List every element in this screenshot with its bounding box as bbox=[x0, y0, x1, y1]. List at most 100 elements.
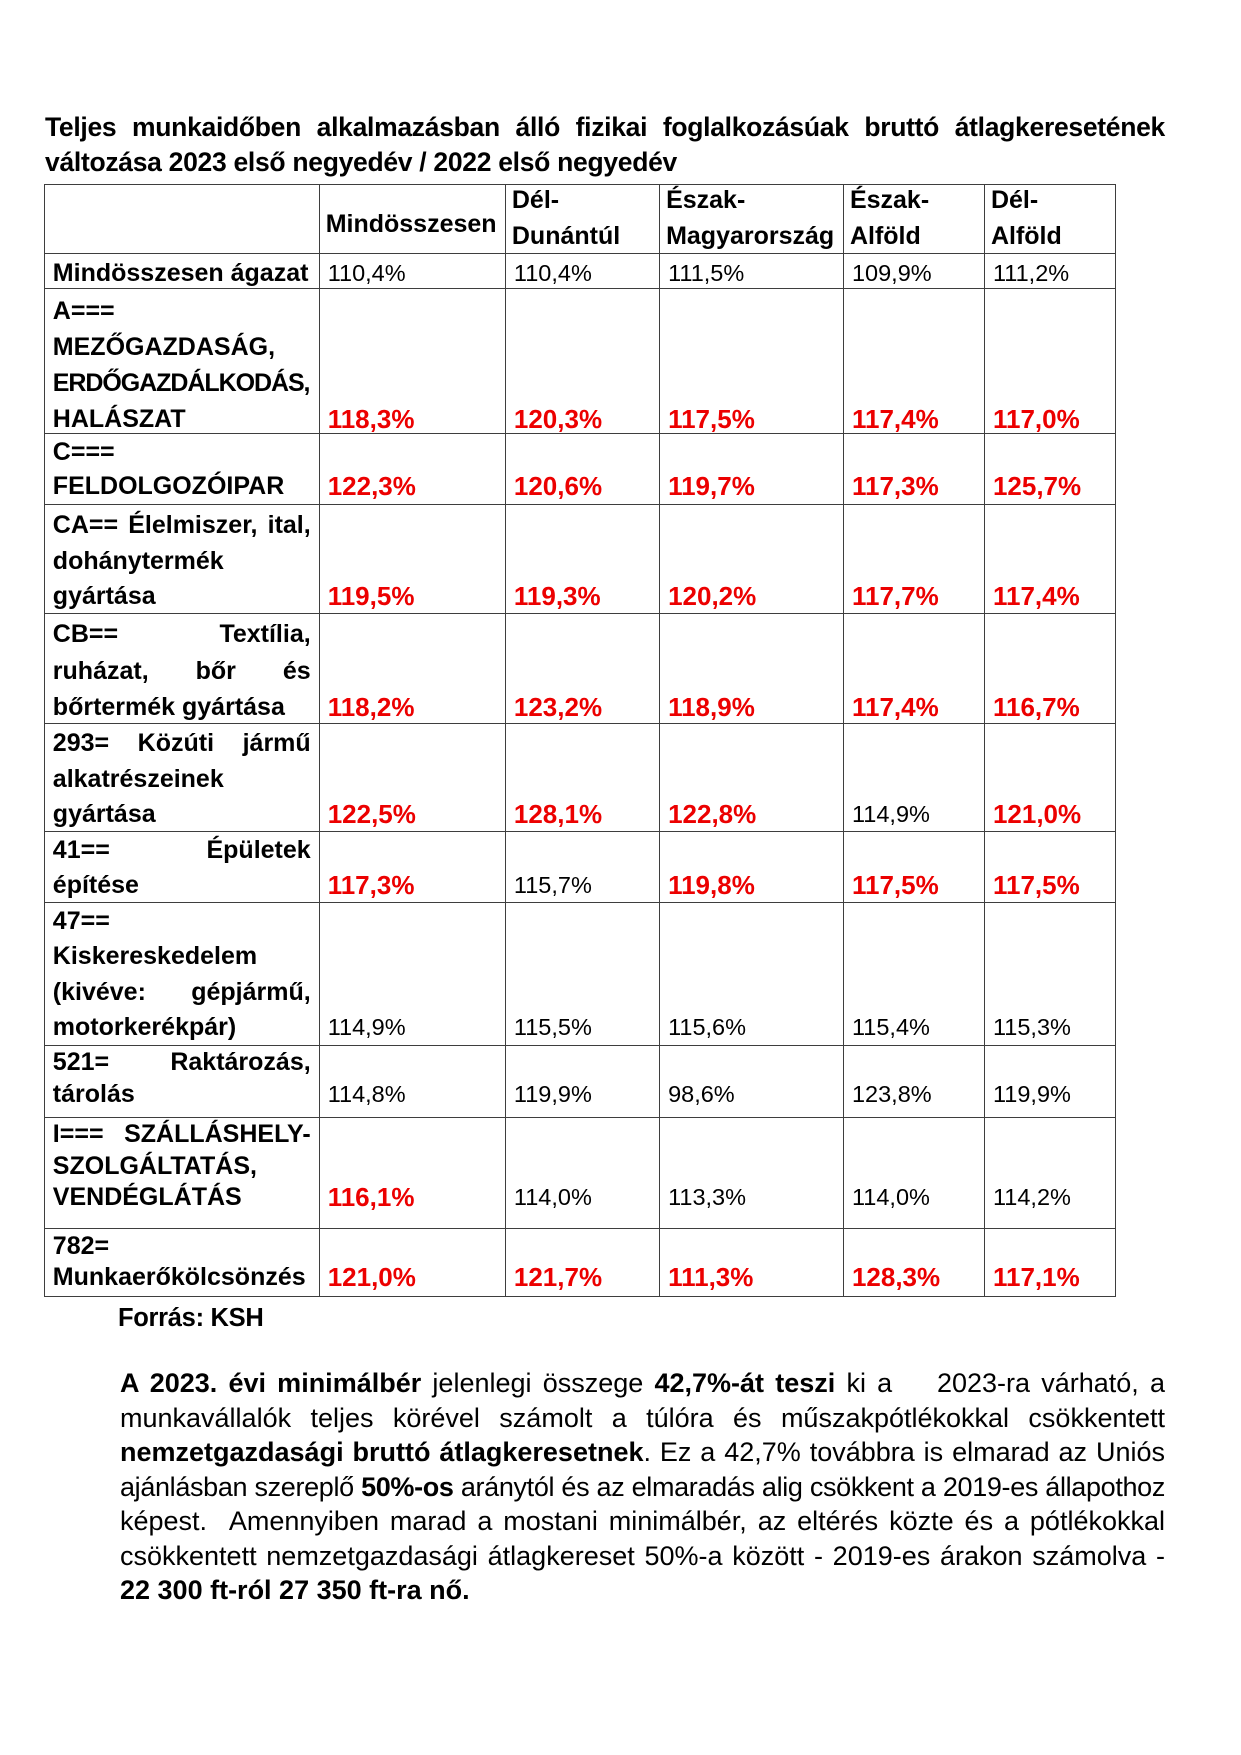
header-row: Mindösszesen Dél- Dunántúl Észak- Magyarorsz… bbox=[43, 184, 1117, 255]
value-cell: 114,0% bbox=[504, 1116, 661, 1230]
header-cell-content: Észak- Alföld bbox=[850, 186, 978, 251]
table-row: C=== FELDOLGOZÓIPAR 122,3% 120,6% 119,7% 117,… bbox=[43, 433, 1117, 506]
value-cell: 115,3% bbox=[983, 901, 1117, 1047]
value-cell-red: 122,3% bbox=[318, 433, 506, 506]
value-cell-red: 120,6% bbox=[504, 433, 661, 506]
value-text: 117,1% bbox=[992, 1262, 1080, 1293]
header-cell: Észak- Magyarország bbox=[659, 184, 844, 255]
value-text: 122,5% bbox=[327, 798, 416, 829]
value-text: 111,5% bbox=[668, 259, 745, 286]
value-cell: 111,5% bbox=[659, 253, 844, 289]
value-cell-red: 121,0% bbox=[318, 1228, 506, 1298]
value-text: 123,8% bbox=[851, 1080, 932, 1107]
row-label: 41== Épületek építése bbox=[43, 830, 320, 904]
value-cell: 114,8% bbox=[318, 1045, 506, 1118]
value-text: 117,4% bbox=[851, 691, 939, 722]
value-text: 120,3% bbox=[513, 403, 603, 434]
header-line: Észak- bbox=[666, 186, 746, 215]
row-label: A=== MEZŐGAZDASÁG, ERDŐGAZDÁLKODÁS, HALÁSZA… bbox=[43, 287, 320, 435]
header-cell-content: Dél- Dunántúl bbox=[511, 186, 653, 251]
header-line: Dél- bbox=[511, 186, 560, 215]
paragraph-bold-segment: A 2023. évi minimálbér bbox=[120, 1368, 422, 1398]
paragraph-line: nemzetgazdasági bruttó átlagkeresetnek. … bbox=[120, 1435, 1165, 1470]
paragraph-line: ajánlásban szereplő 50%-os aránytól és a… bbox=[120, 1470, 1165, 1505]
row-label-line: bőrtermék gyártása bbox=[52, 692, 285, 721]
row-label-line: A=== bbox=[52, 296, 115, 325]
paragraph-line: A 2023. évi minimálbér jelenlegi összege… bbox=[120, 1366, 1165, 1401]
value-cell: 123,8% bbox=[842, 1045, 985, 1118]
table-row: 293= Közúti jármű alkatrészeinek gyártása 1… bbox=[43, 723, 1117, 832]
earnings-table: Mindösszesen Dél- Dunántúl Észak- Magyarorsz… bbox=[43, 184, 1117, 1298]
paragraph-segment: munkavállalók teljes körével számolt a t… bbox=[120, 1402, 1165, 1433]
row-label-line: alkatrészeinek bbox=[52, 764, 224, 793]
value-cell-red: 118,3% bbox=[318, 287, 506, 435]
row-label: 293= Közúti jármű alkatrészeinek gyártása bbox=[43, 723, 320, 832]
value-text: 115,4% bbox=[851, 1014, 930, 1041]
value-cell-red: 119,8% bbox=[659, 830, 844, 904]
row-label-line: Mindösszesen ágazat bbox=[52, 258, 309, 287]
paragraph-segment: képest. Amennyiben marad a mostani minim… bbox=[120, 1506, 1165, 1537]
row-label: I=== SZÁLLÁSHELY- SZOLGÁLTATÁS, VENDÉGLÁTÁ… bbox=[43, 1116, 320, 1230]
value-text: 115,5% bbox=[513, 1014, 592, 1041]
paragraph-bold-segment: 22 300 ft-ról 27 350 ft-ra nő. bbox=[120, 1575, 470, 1606]
row-label-line: építése bbox=[52, 870, 139, 899]
value-text: 119,9% bbox=[992, 1080, 1071, 1107]
value-text: 114,0% bbox=[513, 1184, 592, 1211]
table-row: CB== Textília, ruházat, bőr és bőrtermék g… bbox=[43, 612, 1117, 725]
value-cell-red: 119,5% bbox=[318, 504, 506, 614]
row-label-line: C=== bbox=[52, 437, 115, 466]
row-label-line: gyártása bbox=[52, 582, 156, 611]
value-cell: 115,6% bbox=[659, 901, 844, 1047]
paragraph-line: képest. Amennyiben marad a mostani minim… bbox=[120, 1504, 1165, 1539]
value-text: 113,3% bbox=[668, 1184, 747, 1211]
paragraph-bold-segment: 42,7%-át teszi bbox=[654, 1368, 836, 1398]
paragraph-line: 22 300 ft-ról 27 350 ft-ra nő. bbox=[120, 1573, 1165, 1608]
paragraph-segment: aránytól és az elmaradás alig csökkent a… bbox=[453, 1471, 1166, 1502]
row-label-line: Munkaerőkölcsönzés bbox=[52, 1263, 306, 1292]
value-cell: 114,9% bbox=[318, 901, 506, 1047]
value-cell-red: 128,3% bbox=[842, 1228, 985, 1298]
row-label-line: ruházat, bőr és bbox=[52, 656, 311, 685]
row-label-line: ERDŐGAZDÁLKODÁS, bbox=[52, 368, 311, 397]
value-cell-red: 118,9% bbox=[659, 612, 844, 725]
header-cell-content: Dél- Alföld bbox=[991, 186, 1110, 251]
paragraph-line: csökkentett nemzetgazdasági átlagkereset… bbox=[120, 1539, 1165, 1574]
paragraph-bold-segment: nemzetgazdasági bruttó átlagkeresetnek bbox=[120, 1437, 644, 1468]
value-cell: 114,9% bbox=[842, 723, 985, 832]
row-label-line: CB== Textília, bbox=[52, 620, 311, 649]
row-label: Mindösszesen ágazat bbox=[43, 253, 320, 289]
value-text: 121,7% bbox=[513, 1262, 603, 1293]
value-cell: 114,2% bbox=[983, 1116, 1117, 1230]
paragraph-bold-segment: 50%-os bbox=[361, 1471, 454, 1502]
value-text: 119,9% bbox=[513, 1080, 592, 1107]
value-cell-red: 117,0% bbox=[983, 287, 1117, 435]
table-head: Mindösszesen Dél- Dunántúl Észak- Magyarorsz… bbox=[43, 184, 1117, 255]
table-body: Mindösszesen ágazat 110,4% 110,4% 111,5% 109… bbox=[43, 253, 1117, 1298]
value-text: 116,7% bbox=[992, 691, 1080, 722]
row-label-line: 521= Raktározás, bbox=[52, 1048, 311, 1077]
value-cell: 113,3% bbox=[659, 1116, 844, 1230]
header-line: Mindösszesen bbox=[325, 209, 497, 238]
value-text: 109,9% bbox=[851, 259, 932, 286]
source-note: Forrás: KSH bbox=[118, 1304, 264, 1332]
value-text: 117,3% bbox=[851, 471, 939, 502]
value-text: 117,0% bbox=[992, 403, 1080, 434]
value-cell-red: 118,2% bbox=[318, 612, 506, 725]
row-label-line: gyártása bbox=[52, 799, 156, 828]
row-label-line: HALÁSZAT bbox=[52, 404, 186, 433]
row-label-line: 47== bbox=[52, 906, 110, 935]
value-text: 117,5% bbox=[668, 403, 755, 434]
title-line: Teljes munkaidőben alkalmazásban álló fi… bbox=[45, 112, 1165, 143]
value-cell-red: 117,4% bbox=[842, 612, 985, 725]
header-cell: Dél- Dunántúl bbox=[504, 184, 661, 255]
row-label-line: motorkerékpár) bbox=[52, 1013, 237, 1042]
value-cell-red: 121,0% bbox=[983, 723, 1117, 832]
value-cell-red: 119,7% bbox=[659, 433, 844, 506]
value-cell-red: 117,4% bbox=[842, 287, 985, 435]
table-row: CA== Élelmiszer, ital, dohánytermék gyártá… bbox=[43, 504, 1117, 614]
value-cell-red: 122,5% bbox=[318, 723, 506, 832]
value-text: 128,1% bbox=[513, 798, 603, 829]
value-text: 115,6% bbox=[668, 1014, 747, 1041]
row-label-line: Kiskereskedelem bbox=[52, 942, 258, 971]
